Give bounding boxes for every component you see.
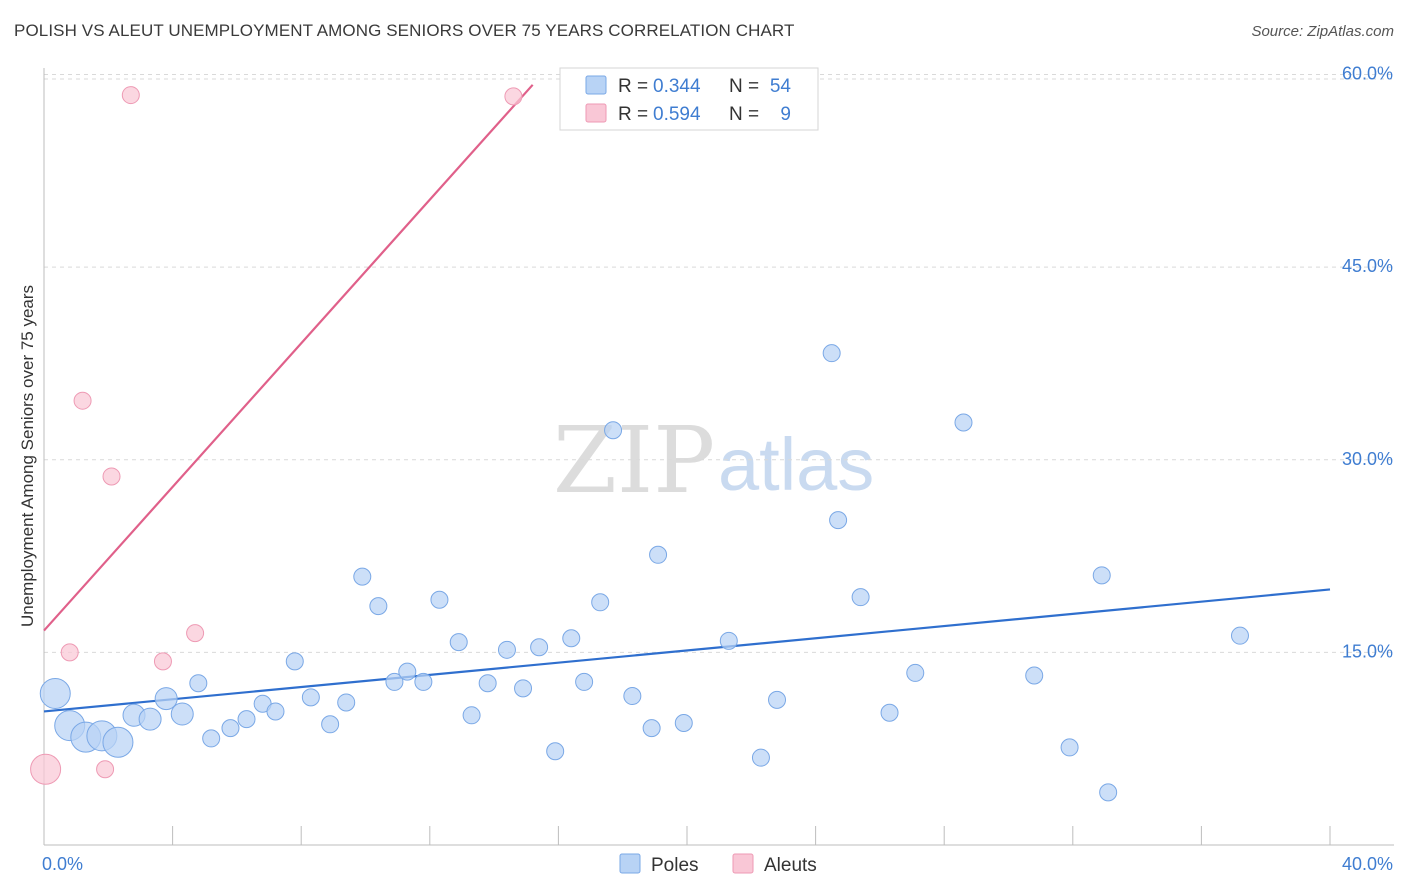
bottom-legend-swatch-aleuts <box>732 853 754 874</box>
legend-r-value-aleuts: 0.594 <box>653 104 701 125</box>
legend-r-label-aleuts: R = <box>618 104 648 125</box>
point-poles <box>514 679 533 698</box>
legend-n-value-aleuts: 9 <box>780 104 791 125</box>
point-poles <box>822 344 841 363</box>
point-poles <box>719 631 738 650</box>
x-tick-label-max: 40.0% <box>1342 854 1393 874</box>
point-poles <box>1230 626 1249 645</box>
point-poles <box>546 742 565 761</box>
point-poles <box>189 674 208 693</box>
watermark-zip: ZIP <box>553 407 715 514</box>
point-poles <box>851 588 870 607</box>
axis-layer: 15.0% 30.0% 45.0% 60.0% 0.0% 40.0% <box>42 64 1394 874</box>
point-poles <box>154 687 178 711</box>
point-aleuts <box>504 87 523 106</box>
bottom-legend-label-poles: Poles <box>651 855 699 876</box>
point-poles <box>39 677 71 709</box>
chart-source: Source: ZipAtlas.com <box>1251 23 1394 40</box>
legend-n-value-poles: 54 <box>770 76 792 97</box>
point-poles <box>449 633 468 652</box>
points-layer <box>30 86 1249 802</box>
watermark: ZIP atlas <box>553 407 874 514</box>
point-poles <box>1092 566 1111 585</box>
point-poles <box>369 597 388 616</box>
bottom-legend-swatch-poles <box>619 853 641 874</box>
point-poles <box>906 663 925 682</box>
point-poles <box>385 672 404 691</box>
point-poles <box>1099 783 1118 802</box>
point-poles <box>575 672 594 691</box>
point-aleuts <box>102 467 121 486</box>
legend-n-label-aleuts: N = <box>729 104 759 125</box>
legend-n-label-poles: N = <box>729 76 759 97</box>
point-poles <box>353 567 372 586</box>
point-aleuts <box>121 86 140 105</box>
y-tick-label: 30.0% <box>1342 449 1393 469</box>
bottom-legend: Poles Aleuts <box>619 853 817 876</box>
legend: R = 0.344 N = 54 R = 0.594 N = 9 <box>559 67 819 131</box>
point-poles <box>138 707 162 731</box>
point-poles <box>591 593 610 612</box>
point-poles <box>674 714 693 733</box>
legend-r-value-poles: 0.344 <box>653 76 701 97</box>
point-poles <box>221 719 240 738</box>
point-poles <box>623 687 642 706</box>
y-tick-label: 60.0% <box>1342 64 1393 84</box>
legend-swatch-aleuts <box>585 103 607 123</box>
point-poles <box>497 640 516 659</box>
legend-swatch-poles <box>585 75 607 95</box>
point-poles <box>398 662 417 681</box>
point-poles <box>414 672 433 691</box>
point-poles <box>530 638 549 657</box>
point-aleuts <box>73 391 92 410</box>
watermark-atlas: atlas <box>718 423 874 506</box>
point-poles <box>285 652 304 671</box>
point-poles <box>604 421 623 440</box>
chart-title: POLISH VS ALEUT UNEMPLOYMENT AMONG SENIO… <box>14 21 795 40</box>
trendline-poles <box>43 588 1331 713</box>
point-poles <box>954 413 973 432</box>
point-poles <box>880 703 899 722</box>
point-poles <box>337 693 356 712</box>
point-poles <box>768 690 787 709</box>
trend-layer <box>43 84 1331 713</box>
legend-r-label-poles: R = <box>618 76 648 97</box>
point-poles <box>562 629 581 648</box>
point-poles <box>102 726 134 758</box>
point-poles <box>649 545 668 564</box>
grid-layer <box>44 74 1394 653</box>
y-tick-label: 45.0% <box>1342 256 1393 276</box>
y-tick-label: 15.0% <box>1342 641 1393 661</box>
x-tick-label-min: 0.0% <box>42 854 83 874</box>
point-aleuts <box>96 760 115 779</box>
point-poles <box>430 590 449 609</box>
y-axis-label: Unemployment Among Seniors over 75 years <box>18 285 37 627</box>
point-poles <box>642 719 661 738</box>
point-poles <box>237 710 256 729</box>
point-aleuts <box>186 624 205 643</box>
point-poles <box>266 702 285 721</box>
point-poles <box>170 702 194 726</box>
point-poles <box>478 674 497 693</box>
point-poles <box>462 706 481 725</box>
bottom-legend-label-aleuts: Aleuts <box>764 855 817 876</box>
point-poles <box>751 748 770 767</box>
point-poles <box>829 511 848 530</box>
point-poles <box>1025 666 1044 685</box>
point-poles <box>321 715 340 734</box>
point-aleuts <box>60 643 79 662</box>
trendline-aleuts <box>43 84 534 632</box>
point-poles <box>1060 738 1079 757</box>
point-poles <box>202 729 221 748</box>
point-poles <box>301 688 320 707</box>
point-aleuts <box>30 753 62 785</box>
point-aleuts <box>153 652 172 671</box>
